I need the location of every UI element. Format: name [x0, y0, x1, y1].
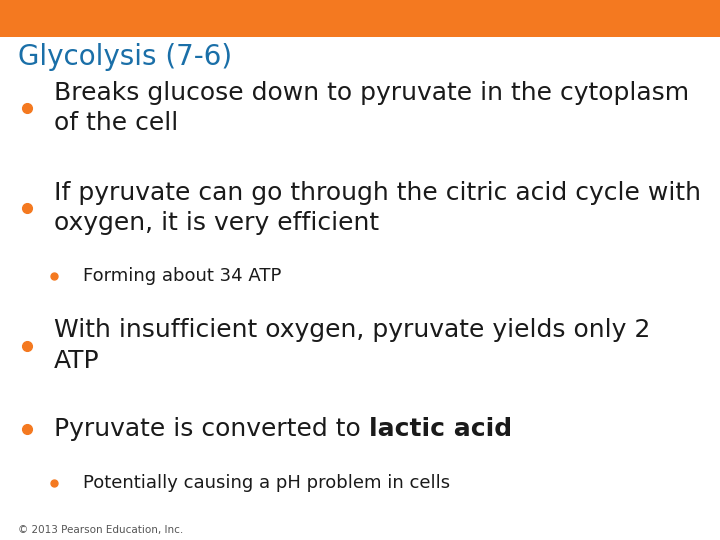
Text: Glycolysis (7-6): Glycolysis (7-6): [18, 43, 232, 71]
Text: lactic acid: lactic acid: [369, 417, 512, 441]
Text: If pyruvate can go through the citric acid cycle with
oxygen, it is very efficie: If pyruvate can go through the citric ac…: [54, 180, 701, 235]
Text: With insufficient oxygen, pyruvate yields only 2
ATP: With insufficient oxygen, pyruvate yield…: [54, 318, 650, 373]
Text: Potentially causing a pH problem in cells: Potentially causing a pH problem in cell…: [83, 474, 450, 492]
Text: Forming about 34 ATP: Forming about 34 ATP: [83, 267, 282, 286]
Text: Pyruvate is converted to: Pyruvate is converted to: [54, 417, 369, 441]
Text: Breaks glucose down to pyruvate in the cytoplasm
of the cell: Breaks glucose down to pyruvate in the c…: [54, 80, 689, 136]
Bar: [0, 0, 720, 37]
Text: © 2013 Pearson Education, Inc.: © 2013 Pearson Education, Inc.: [18, 525, 184, 535]
